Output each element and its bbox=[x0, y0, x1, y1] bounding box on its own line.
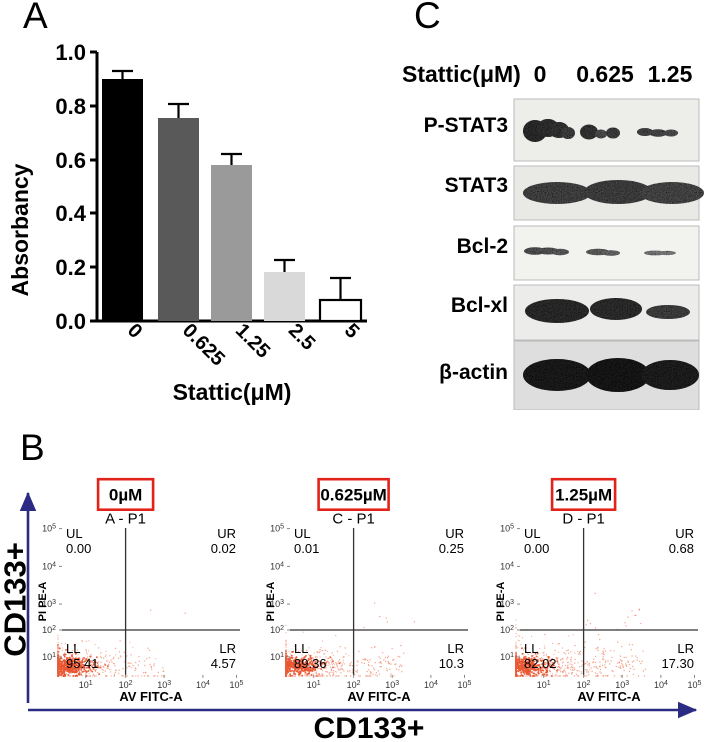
svg-text:0.00: 0.00 bbox=[66, 541, 91, 556]
svg-text:105: 105 bbox=[500, 524, 514, 534]
svg-text:LR: LR bbox=[677, 641, 694, 656]
svg-text:1.25µM: 1.25µM bbox=[555, 486, 612, 505]
svg-text:0.02: 0.02 bbox=[211, 541, 236, 556]
svg-text:UL: UL bbox=[524, 526, 541, 541]
svg-text:101: 101 bbox=[537, 680, 551, 690]
svg-text:101: 101 bbox=[42, 652, 56, 662]
svg-text:102: 102 bbox=[500, 625, 514, 635]
svg-text:101: 101 bbox=[500, 652, 514, 662]
svg-text:0.01: 0.01 bbox=[294, 541, 319, 556]
svg-text:CD133+: CD133+ bbox=[0, 542, 33, 657]
svg-text:AV FITC-A: AV FITC-A bbox=[577, 689, 641, 704]
svg-text:0µM: 0µM bbox=[109, 486, 142, 505]
svg-text:UL: UL bbox=[294, 526, 311, 541]
svg-text:95.41: 95.41 bbox=[66, 656, 99, 671]
svg-text:UR: UR bbox=[675, 526, 694, 541]
svg-text:0.25: 0.25 bbox=[439, 541, 464, 556]
svg-text:0.68: 0.68 bbox=[669, 541, 694, 556]
svg-text:101: 101 bbox=[307, 680, 321, 690]
svg-text:104: 104 bbox=[500, 561, 514, 571]
svg-text:82.02: 82.02 bbox=[524, 656, 557, 671]
svg-text:89.36: 89.36 bbox=[294, 656, 327, 671]
svg-text:105: 105 bbox=[270, 524, 284, 534]
svg-text:0.625µM: 0.625µM bbox=[320, 486, 387, 505]
svg-text:LL: LL bbox=[294, 641, 308, 656]
svg-text:LR: LR bbox=[219, 641, 236, 656]
svg-text:101: 101 bbox=[79, 680, 93, 690]
svg-text:PI PE-A: PI PE-A bbox=[495, 582, 507, 622]
svg-text:C - P1: C - P1 bbox=[332, 511, 375, 528]
svg-text:LL: LL bbox=[66, 641, 80, 656]
svg-text:104: 104 bbox=[654, 680, 668, 690]
svg-text:UL: UL bbox=[66, 526, 83, 541]
svg-text:105: 105 bbox=[230, 680, 244, 690]
svg-text:PI PE-A: PI PE-A bbox=[37, 582, 49, 622]
svg-text:UR: UR bbox=[217, 526, 236, 541]
svg-text:104: 104 bbox=[270, 561, 284, 571]
svg-text:105: 105 bbox=[42, 524, 56, 534]
svg-text:104: 104 bbox=[42, 561, 56, 571]
svg-text:LL: LL bbox=[524, 641, 538, 656]
svg-text:UR: UR bbox=[445, 526, 464, 541]
svg-text:D - P1: D - P1 bbox=[562, 511, 605, 528]
svg-text:AV FITC-A: AV FITC-A bbox=[347, 689, 411, 704]
svg-text:10.3: 10.3 bbox=[439, 656, 464, 671]
svg-text:PI PE-A: PI PE-A bbox=[265, 582, 277, 622]
svg-text:104: 104 bbox=[196, 680, 210, 690]
svg-text:102: 102 bbox=[42, 625, 56, 635]
svg-text:101: 101 bbox=[270, 652, 284, 662]
svg-text:104: 104 bbox=[424, 680, 438, 690]
svg-text:A - P1: A - P1 bbox=[105, 511, 146, 528]
svg-text:LR: LR bbox=[447, 641, 464, 656]
svg-text:4.57: 4.57 bbox=[211, 656, 236, 671]
svg-text:105: 105 bbox=[458, 680, 472, 690]
svg-text:AV FITC-A: AV FITC-A bbox=[119, 689, 183, 704]
svg-text:102: 102 bbox=[270, 625, 284, 635]
svg-text:17.30: 17.30 bbox=[661, 656, 694, 671]
svg-text:105: 105 bbox=[688, 680, 702, 690]
svg-text:CD133+: CD133+ bbox=[314, 712, 425, 742]
svg-text:0.00: 0.00 bbox=[524, 541, 549, 556]
